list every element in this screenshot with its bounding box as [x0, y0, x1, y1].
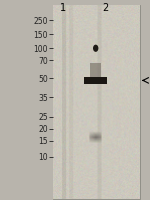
Circle shape — [93, 45, 98, 53]
Text: 15: 15 — [38, 137, 48, 145]
Bar — [53, 6, 140, 199]
Bar — [90, 63, 101, 77]
Text: 2: 2 — [102, 3, 108, 13]
Text: 50: 50 — [38, 75, 48, 83]
Text: 25: 25 — [38, 113, 48, 121]
Text: 250: 250 — [33, 17, 48, 25]
Text: 20: 20 — [38, 125, 48, 133]
Bar — [84, 77, 107, 85]
Text: 35: 35 — [38, 94, 48, 102]
Text: 100: 100 — [33, 45, 48, 53]
Text: 150: 150 — [33, 31, 48, 39]
Text: 10: 10 — [38, 153, 48, 161]
Text: 70: 70 — [38, 57, 48, 65]
Text: 1: 1 — [60, 3, 66, 13]
